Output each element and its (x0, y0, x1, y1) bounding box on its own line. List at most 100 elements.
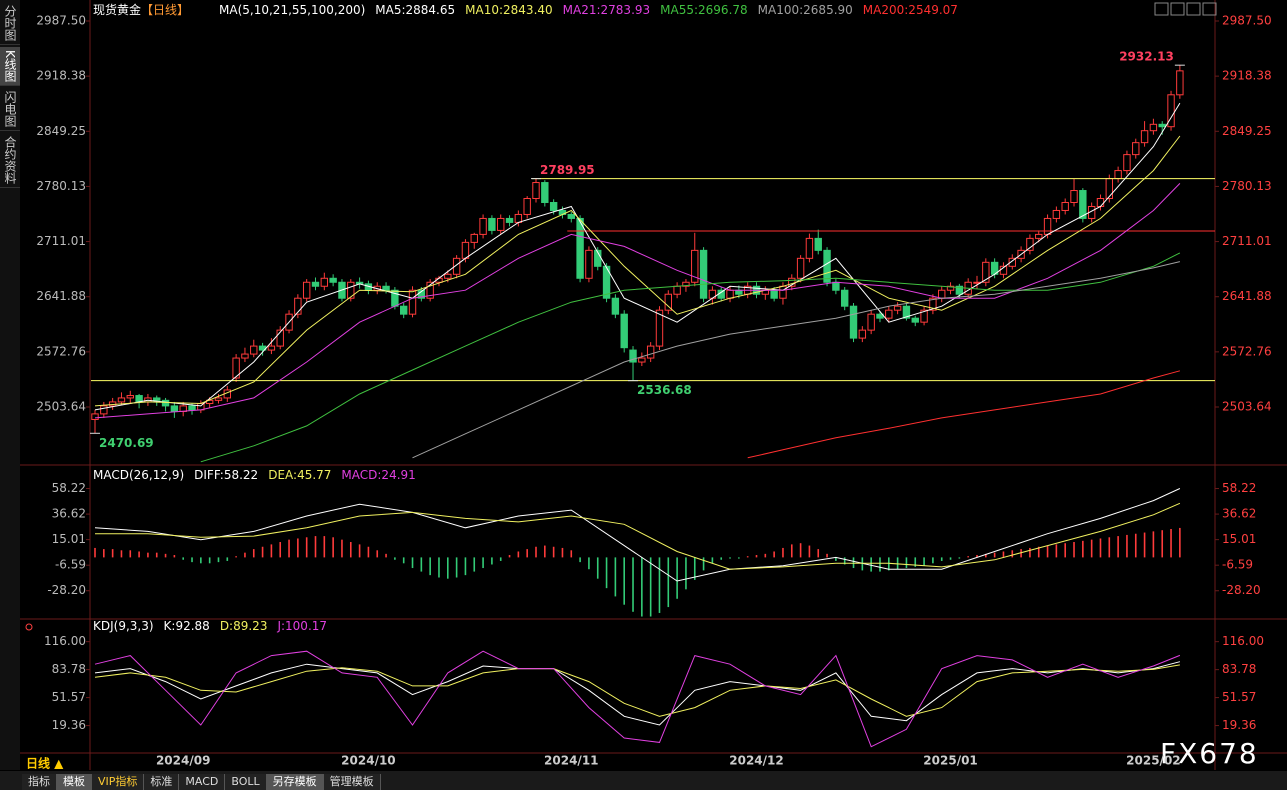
y-tick-label: 15.01 (52, 532, 86, 546)
macd-bar (261, 546, 264, 558)
x-tick-label: 2024/12 (729, 754, 783, 768)
tab[interactable]: 指标 (22, 774, 57, 790)
sidebar-tab[interactable]: 闪电图 (0, 88, 20, 131)
macd-bar (1152, 531, 1155, 558)
y2-tick-label: 2918.38 (1222, 69, 1272, 83)
macd-bar (1134, 533, 1137, 558)
tab[interactable]: 另存模板 (266, 774, 324, 790)
candle-body (523, 198, 531, 215)
candle-body (91, 413, 99, 420)
legend-entry: MA55:2696.78 (660, 3, 748, 17)
candle-body (929, 297, 937, 311)
tab[interactable]: VIP指标 (92, 774, 145, 790)
y-tick-label: 58.22 (52, 481, 86, 495)
y2-tick-label: -6.59 (1222, 558, 1253, 572)
candle-body (505, 217, 514, 223)
indicator-line (412, 261, 1181, 459)
y2-tick-label: 36.62 (1222, 507, 1256, 521)
macd-bar (693, 557, 696, 580)
panel-header: MACD(26,12,9) DIFF:58.22 DEA:45.77 MACD:24.… (93, 468, 416, 482)
macd-bar (464, 557, 467, 576)
candle-body (161, 399, 170, 407)
macd-bar (341, 539, 343, 558)
candle-body (867, 313, 875, 331)
macd-bar (985, 553, 987, 558)
period-button[interactable]: 日线 ▲ (26, 756, 64, 771)
macd-bar (138, 551, 140, 558)
candle-body (735, 289, 743, 295)
macd-bar (1161, 530, 1164, 558)
candle-body (576, 217, 584, 279)
tab[interactable]: MACD (179, 774, 226, 790)
macd-bar (270, 544, 273, 558)
macd-bar (667, 557, 670, 608)
y-tick-label: 83.78 (52, 662, 86, 676)
macd-bar (852, 557, 855, 569)
macd-bar (1046, 545, 1049, 558)
candle-body (1140, 130, 1149, 144)
candle-body (673, 285, 681, 295)
icon[interactable] (1186, 2, 1201, 16)
candle-body (655, 309, 664, 347)
candle-body (188, 405, 196, 411)
macd-bar (976, 555, 978, 558)
candle-body (638, 357, 646, 363)
macd-bar (314, 536, 317, 558)
sidebar-tab[interactable]: 合约资料 (0, 133, 20, 188)
candle-body (885, 309, 893, 319)
macd-bar (455, 557, 458, 578)
macd-bar (217, 557, 220, 563)
legend-entry: MA10:2843.40 (465, 3, 553, 17)
chart-title: MACD(26,12,9) (93, 468, 184, 482)
y2-tick-label: 2711.01 (1222, 234, 1272, 248)
candle-body (549, 201, 558, 211)
macd-bar (191, 557, 193, 563)
icon[interactable] (1202, 2, 1217, 16)
tab[interactable]: 模板 (57, 774, 92, 790)
candle-body (726, 289, 734, 299)
settings-icon[interactable] (25, 623, 33, 631)
macd-bar (1170, 529, 1172, 558)
x-tick-label: 2024/11 (544, 754, 598, 768)
indicator-line (94, 664, 1180, 717)
macd-bar (94, 547, 96, 558)
y-tick-label: 2503.64 (36, 400, 86, 414)
macd-bar (632, 557, 634, 612)
y-tick-label: 51.57 (52, 690, 86, 704)
macd-bar (940, 557, 943, 561)
icon[interactable] (1154, 2, 1169, 16)
macd-bar (570, 550, 573, 558)
legend-entry: MA5:2884.65 (375, 3, 455, 17)
icon[interactable] (1170, 2, 1185, 16)
legend-entry: MACD:24.91 (341, 468, 415, 482)
macd-bar (447, 557, 449, 579)
y-tick-label: 36.62 (52, 507, 86, 521)
candle-body (488, 217, 496, 231)
macd-bar (1179, 527, 1181, 558)
macd-bar (658, 557, 661, 613)
macd-bar (888, 557, 890, 571)
candle-body (911, 317, 919, 323)
macd-bar (279, 542, 282, 558)
indicator-line (95, 502, 1181, 570)
macd-bar (702, 557, 705, 571)
sidebar-tab[interactable]: K线图 (0, 47, 20, 86)
sidebar-tab[interactable]: 分时图 (0, 2, 20, 45)
toolbar-icons[interactable] (1154, 2, 1217, 16)
tab[interactable]: 管理模板 (323, 774, 381, 790)
y2-tick-label: 58.22 (1222, 481, 1256, 495)
y2-tick-label: -28.20 (1222, 583, 1261, 597)
candle-body (1132, 142, 1140, 156)
macd-bar (376, 550, 379, 558)
chart-title: KDJ(9,3,3) (93, 619, 154, 633)
macd-bar (755, 555, 758, 558)
candle-body (682, 281, 690, 287)
candle-body (893, 305, 902, 311)
candle-body (1043, 217, 1052, 235)
tab[interactable]: BOLL (225, 774, 267, 790)
y-tick-label: 2572.76 (36, 344, 86, 358)
tab[interactable]: 标准 (144, 774, 180, 790)
y2-tick-label: 2849.25 (1222, 124, 1272, 138)
x-tick-label: 2024/10 (341, 754, 395, 768)
